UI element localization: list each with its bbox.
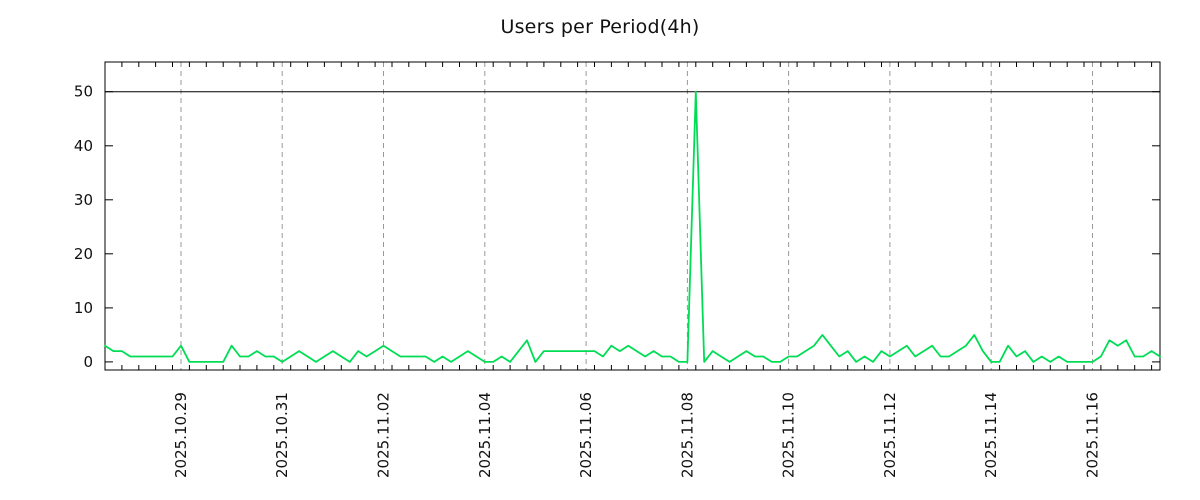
y-axis: 0 10 20 30 40 50 [74,83,1160,371]
x-tick-label: 2025.11.06 [577,392,595,478]
x-tick-marks [104,62,1153,370]
x-gridlines [180,62,1093,370]
x-tick-label: 2025.10.29 [172,392,190,478]
y-tick-label: 50 [74,83,93,101]
plot-border [104,61,1161,371]
x-tick-label: 2025.11.02 [375,392,393,478]
x-tick-label: 2025.11.14 [982,392,1000,478]
y-tick-label: 10 [74,299,93,317]
x-axis-labels: 2025.10.29 2025.10.31 2025.11.02 2025.11.04… [172,392,1102,478]
y-tick-label: 0 [83,353,93,371]
y-tick-label: 30 [74,191,93,209]
x-tick-label: 2025.11.16 [1084,392,1102,478]
users-series-line [104,90,1161,363]
x-tick-label: 2025.11.10 [780,392,798,478]
x-tick-label: 2025.11.04 [476,392,494,478]
x-tick-label: 2025.10.31 [273,392,291,478]
x-tick-label: 2025.11.12 [881,392,899,478]
y-tick-label: 40 [74,137,93,155]
chart-title: Users per Period(4h) [500,16,700,38]
x-tick-label: 2025.11.08 [678,392,696,478]
y-tick-label: 20 [74,245,93,263]
